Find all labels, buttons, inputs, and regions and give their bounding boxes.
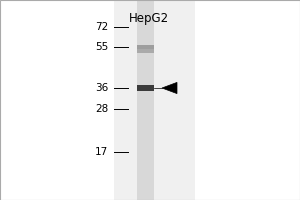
Text: 17: 17 [95,147,108,157]
Text: 72: 72 [95,22,108,32]
Polygon shape [162,82,177,94]
Bar [114,0,195,200]
Text: 28: 28 [95,104,108,114]
Bar [137,45,154,49]
Bar [137,49,154,53]
Bar [137,85,154,91]
Bar [137,0,154,200]
Text: 55: 55 [95,42,108,52]
Text: 36: 36 [95,83,108,93]
Text: HepG2: HepG2 [128,12,169,25]
